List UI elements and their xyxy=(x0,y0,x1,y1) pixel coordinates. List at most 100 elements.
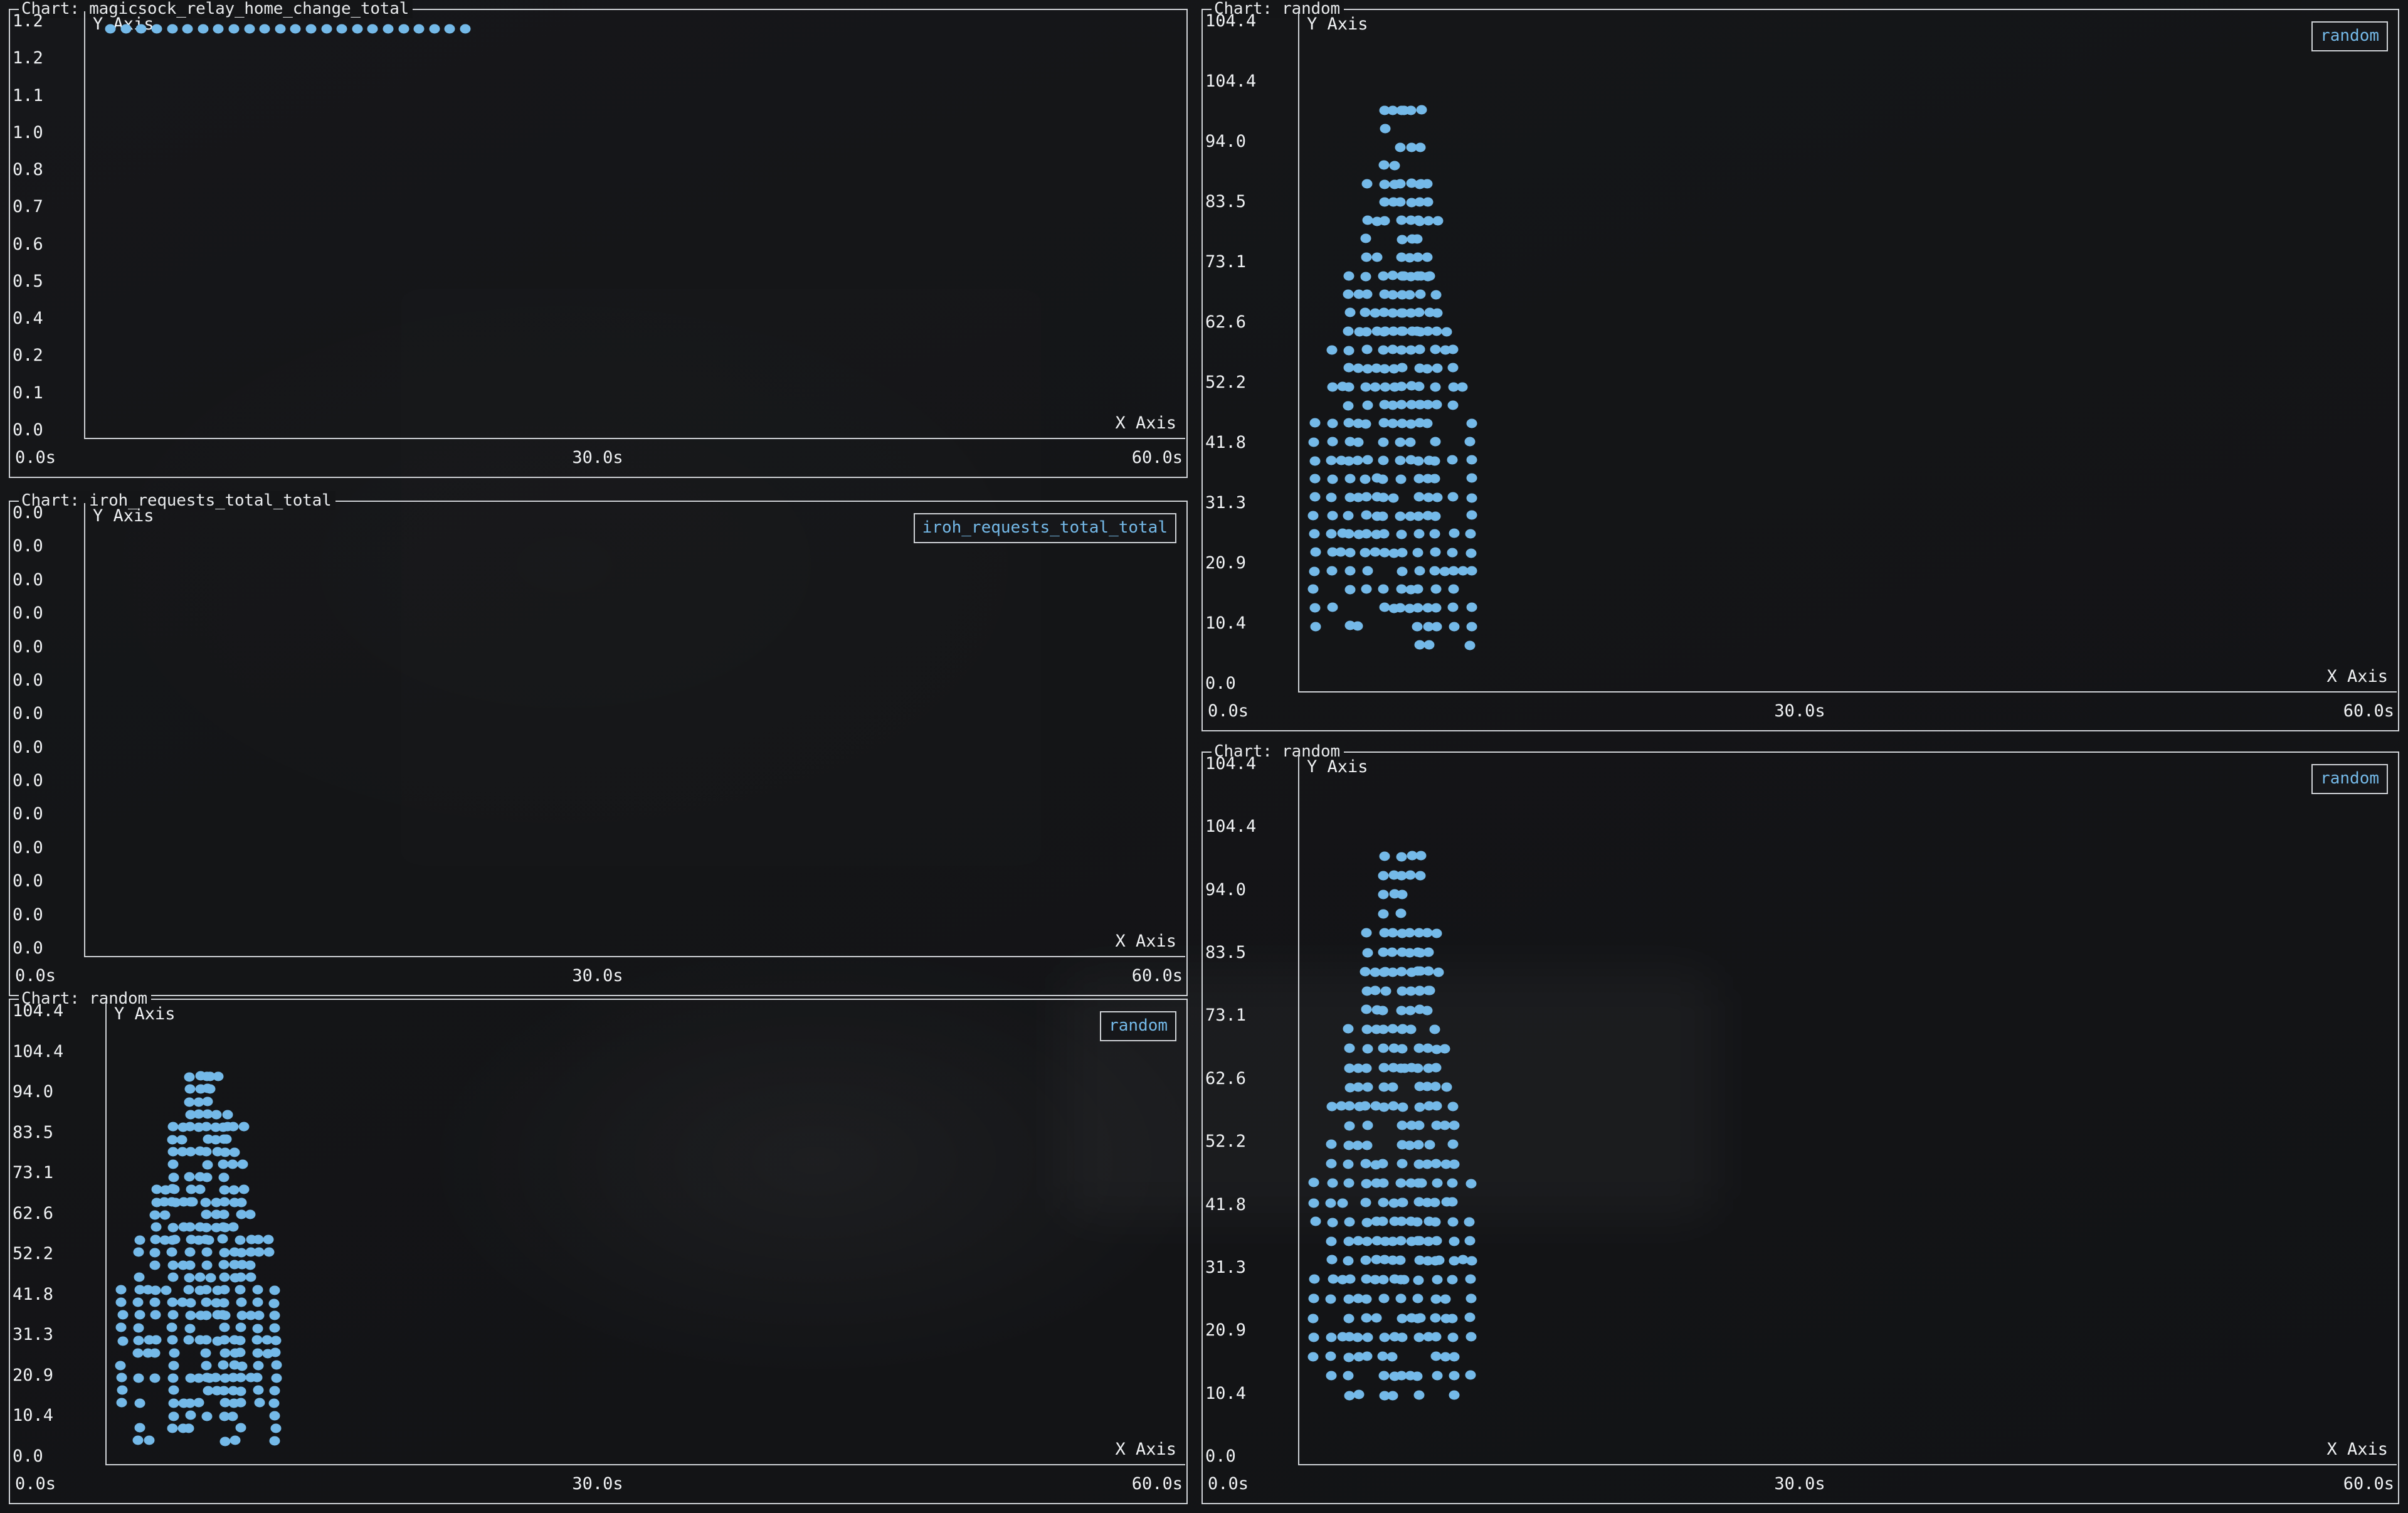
scatter-point xyxy=(1310,622,1321,632)
scatter-point xyxy=(1379,105,1390,115)
scatter-point xyxy=(1440,1159,1452,1169)
chart-legend[interactable]: random xyxy=(2311,764,2388,794)
scatter-point xyxy=(185,1298,196,1308)
scatter-point xyxy=(1405,870,1416,880)
scatter-point xyxy=(367,24,378,34)
scatter-point xyxy=(268,1398,280,1408)
scatter-point xyxy=(134,1235,145,1245)
plot-area[interactable]: Y Axis X Axis iroh_requests_total_total xyxy=(84,503,1185,957)
x-tick-mid: 30.0s xyxy=(572,448,623,467)
scatter-point xyxy=(1362,400,1373,410)
scatter-point xyxy=(1387,1024,1398,1034)
scatter-point xyxy=(134,1423,145,1433)
scatter-point xyxy=(1466,622,1477,632)
scatter-point xyxy=(185,1197,196,1207)
scatter-point xyxy=(149,1297,161,1307)
scatter-point xyxy=(236,1197,247,1208)
scatter-point xyxy=(1447,548,1458,558)
scatter-point xyxy=(1466,473,1477,483)
scatter-point xyxy=(1361,1274,1372,1284)
scatter-point xyxy=(1395,1255,1406,1265)
plot-area[interactable]: Y Axis X Axis random xyxy=(105,1001,1185,1465)
scatter-point xyxy=(1405,437,1416,447)
scatter-point xyxy=(1422,418,1433,428)
scatter-point xyxy=(398,24,409,34)
scatter-point xyxy=(1430,1256,1441,1266)
scatter-point xyxy=(1396,215,1407,225)
scatter-point xyxy=(184,1398,196,1408)
scatter-point xyxy=(1413,474,1425,484)
scatter-point xyxy=(1378,271,1389,281)
scatter-point xyxy=(1360,1101,1371,1111)
scatter-point xyxy=(1412,234,1423,244)
scatter-point xyxy=(1396,308,1407,318)
scatter-point xyxy=(1327,511,1338,521)
scatter-point xyxy=(1387,928,1398,938)
chart-panel-magicsock[interactable]: Chart: magicsock_relay_home_change_total… xyxy=(9,0,1188,478)
scatter-point xyxy=(1395,1293,1407,1303)
scatter-point xyxy=(1407,851,1418,861)
scatter-point xyxy=(1360,1255,1371,1265)
plot-area[interactable]: Y Axis X Axis xyxy=(84,11,1185,439)
scatter-point xyxy=(1370,967,1381,977)
chart-panel-random-bottom-right[interactable]: Chart: random 104.4 104.4 94.0 83.5 73.1 62.6… xyxy=(1201,742,2399,1504)
scatter-point xyxy=(1447,1197,1458,1207)
scatter-point xyxy=(1449,622,1460,632)
scatter-point xyxy=(1396,1006,1407,1016)
scatter-point xyxy=(211,1110,222,1120)
scatter-point xyxy=(218,1122,229,1132)
plot-area[interactable]: Y Axis X Axis random xyxy=(1298,11,2397,693)
scatter-point xyxy=(1413,529,1425,539)
scatter-point xyxy=(1424,1140,1435,1150)
scatter-point xyxy=(1371,1313,1382,1323)
scatter-point xyxy=(1360,382,1371,392)
scatter-point xyxy=(1413,1140,1424,1150)
scatter-point xyxy=(1397,1159,1408,1169)
scatter-point xyxy=(1413,1390,1425,1400)
scatter-point xyxy=(1379,400,1390,410)
scatter-point xyxy=(1447,602,1459,612)
chart-legend[interactable]: iroh_requests_total_total xyxy=(913,513,1176,543)
scatter-point xyxy=(1378,455,1389,465)
scatter-point xyxy=(1448,382,1459,392)
scatter-point xyxy=(1397,986,1408,996)
scatter-point xyxy=(245,1272,256,1282)
scatter-point xyxy=(270,1335,282,1346)
x-tick-end: 60.0s xyxy=(1131,966,1183,985)
scatter-point xyxy=(1370,1275,1381,1285)
scatter-series xyxy=(1299,11,2397,691)
scatter-point xyxy=(202,1096,213,1107)
y-tick-label: 52.2 xyxy=(1205,373,1247,392)
scatter-point xyxy=(1343,382,1354,392)
chart-panel-iroh-requests[interactable]: Chart: iroh_requests_total_total 0.0 0.0 0… xyxy=(9,491,1188,996)
chart-panel-random-top-right[interactable]: Chart: random 104.4 104.4 94.0 83.5 73.1 62.6… xyxy=(1201,0,2399,731)
chart-legend[interactable]: random xyxy=(1100,1011,1176,1041)
scatter-point xyxy=(1344,1274,1356,1284)
scatter-point xyxy=(185,1110,196,1120)
scatter-point xyxy=(460,24,471,34)
scatter-point xyxy=(1386,947,1398,957)
scatter-point xyxy=(254,1398,265,1408)
scatter-point xyxy=(1464,640,1476,650)
y-tick-label: 62.6 xyxy=(13,1203,54,1223)
scatter-point xyxy=(1343,1256,1354,1266)
scatter-point xyxy=(1328,1274,1339,1284)
chart-panel-random-bottom-left[interactable]: Chart: random 104.4 104.4 94.0 83.5 73.1 62.6… xyxy=(9,989,1188,1504)
scatter-point xyxy=(1422,326,1434,336)
scatter-point xyxy=(1447,1102,1459,1112)
scatter-point xyxy=(144,1435,155,1445)
x-tick-end: 60.0s xyxy=(2343,1474,2394,1494)
scatter-point xyxy=(167,1272,179,1282)
scatter-point xyxy=(1457,382,1468,392)
scatter-point xyxy=(213,24,224,34)
scatter-point xyxy=(1389,889,1400,899)
chart-legend[interactable]: random xyxy=(2311,21,2388,51)
scatter-point xyxy=(1447,1178,1458,1188)
scatter-point xyxy=(159,1210,170,1220)
scatter-point xyxy=(202,1160,213,1170)
scatter-point xyxy=(245,1247,256,1257)
scatter-point xyxy=(1429,1197,1440,1208)
scatter-point xyxy=(184,1072,195,1082)
plot-area[interactable]: Y Axis X Axis random xyxy=(1298,754,2397,1465)
scatter-point xyxy=(1335,547,1346,557)
